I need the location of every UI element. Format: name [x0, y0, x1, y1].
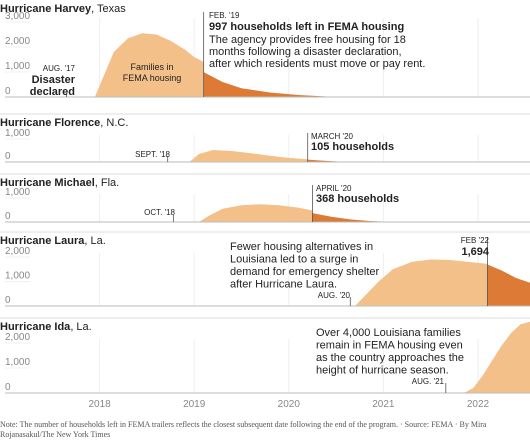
y-tick-label: 2,000: [5, 246, 30, 257]
x-tick-label: 2018: [88, 399, 111, 410]
annotation: AUG. '21: [412, 377, 445, 386]
area: [312, 213, 393, 222]
annotation: height of hurricane season.: [316, 365, 449, 377]
area: [487, 264, 530, 306]
x-tick-label: 2019: [183, 399, 206, 410]
title-place: , Fla.: [95, 177, 119, 189]
y-tick-label: 1,000: [5, 271, 30, 282]
y-tick-label: 0: [5, 211, 11, 222]
annotation: 997 households left in FEMA housing: [209, 21, 404, 33]
y-tick-label: 1,000: [5, 128, 30, 139]
annotation: as the country approaches the: [316, 352, 464, 364]
annotation: 105 households: [311, 141, 394, 153]
panel-title: Hurricane Florence, N.C.: [0, 117, 128, 129]
annotation: after Hurricane Laura.: [230, 279, 337, 291]
area: [189, 150, 308, 162]
title-name: Hurricane Michael: [0, 177, 95, 189]
y-tick-label: 2,000: [5, 36, 30, 47]
annotation: AUG. '20: [318, 291, 351, 300]
area: [307, 159, 351, 162]
panel-title: Hurricane Harvey, Texas: [0, 3, 126, 15]
x-tick-label: 2022: [467, 399, 490, 410]
annotation: after which residents must move or pay r…: [209, 58, 425, 70]
panel-title: Hurricane Ida, La.: [0, 321, 92, 333]
y-tick-label: 1,000: [5, 61, 30, 72]
x-tick-label: 2021: [372, 399, 395, 410]
annotation: FEB. '19: [209, 11, 240, 20]
area: [94, 33, 204, 97]
area: [203, 72, 337, 97]
title-place: , N.C.: [100, 117, 128, 129]
title-name: Hurricane Harvey: [0, 3, 92, 15]
panel-title: Hurricane Laura, La.: [0, 235, 106, 247]
annotation: FEMA housing: [123, 73, 182, 83]
annotation: months following a disaster declaration,: [209, 46, 402, 58]
title-name: Hurricane Laura: [0, 235, 85, 247]
area: [198, 204, 313, 222]
title-name: Hurricane Ida: [0, 321, 71, 333]
area: [355, 259, 488, 306]
note: Rojanasakul/The New York Times: [0, 430, 110, 439]
annotation: 368 households: [316, 193, 399, 205]
title-place: , La.: [70, 321, 91, 333]
annotation: SEPT. '18: [135, 150, 170, 159]
y-tick-label: 3,000: [5, 11, 30, 22]
title-name: Hurricane Florence: [0, 117, 100, 129]
title-place: , La.: [84, 235, 105, 247]
annotation: declared: [30, 86, 75, 98]
y-tick-label: 0: [5, 151, 11, 162]
y-tick-label: 2,000: [5, 332, 30, 343]
annotation: OCT. '18: [144, 208, 175, 217]
area: [463, 321, 530, 393]
annotation: Disaster: [32, 74, 76, 86]
note: Note: The number of households left in F…: [0, 420, 487, 429]
annotation: Louisiana led to a surge in: [230, 254, 358, 266]
annotation: AUG. '17: [43, 64, 76, 73]
annotation: Over 4,000 Louisiana families: [316, 327, 461, 339]
annotation: demand for emergency shelter: [230, 266, 380, 278]
y-tick-label: 1,000: [5, 187, 30, 198]
annotation: APRIL '20: [316, 184, 352, 193]
annotation: Families in: [130, 62, 173, 72]
x-tick-label: 2020: [278, 399, 301, 410]
panel-title: Hurricane Michael, Fla.: [0, 177, 119, 189]
y-tick-label: 0: [5, 295, 11, 306]
annotation: remain in FEMA housing even: [316, 340, 463, 352]
y-tick-label: 1,000: [5, 357, 30, 368]
annotation: The agency provides free housing for 18: [209, 34, 406, 46]
y-tick-label: 0: [5, 86, 11, 97]
annotation: 1,694: [461, 246, 489, 258]
annotation: MARCH '20: [311, 132, 354, 141]
y-tick-label: 0: [5, 382, 11, 393]
annotation: Fewer housing alternatives in: [230, 241, 373, 253]
title-place: , Texas: [91, 3, 126, 15]
annotation: FEB '22: [461, 236, 490, 245]
